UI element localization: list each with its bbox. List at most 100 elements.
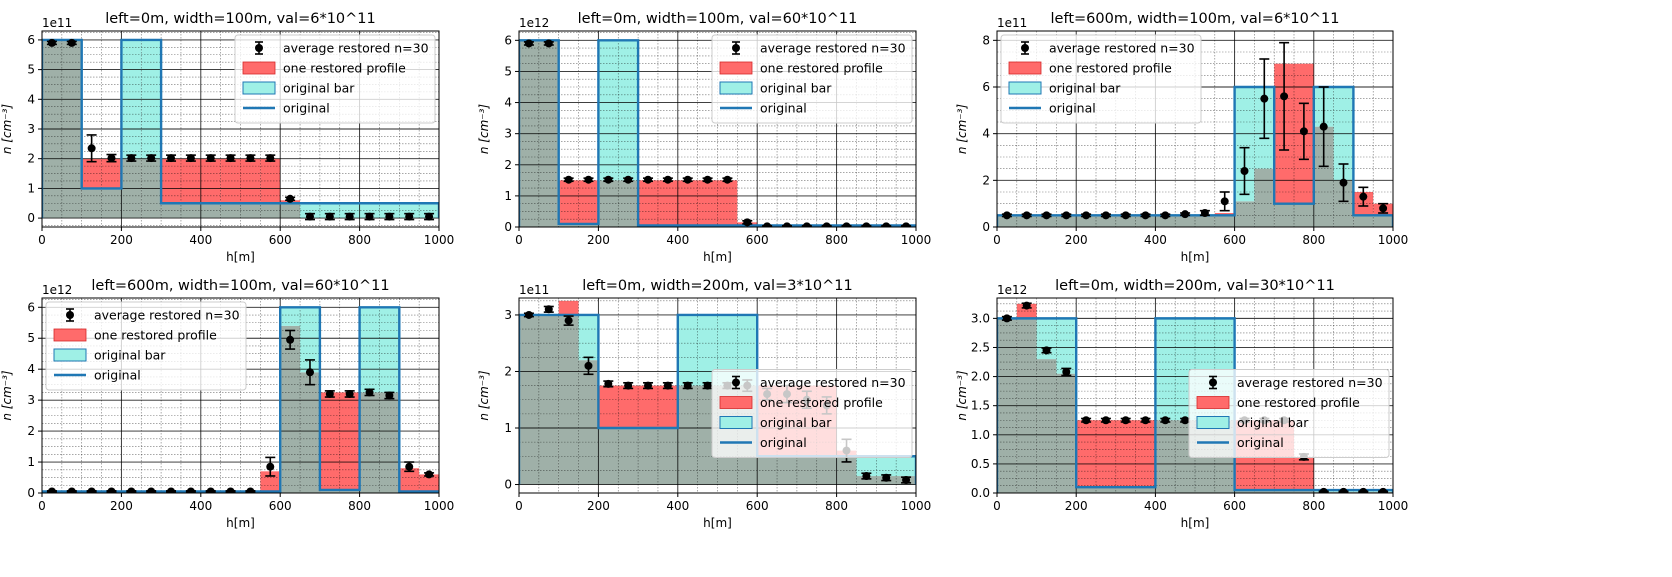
data-point [1062,211,1071,220]
y-tick-label: 0 [504,220,512,234]
legend-label: one restored profile [760,395,883,410]
data-point [802,222,811,227]
y-tick-label: 5 [27,331,35,345]
data-point [167,154,176,163]
legend-box [711,34,913,124]
chart-panel-2: 0 200 400 600 800 1000 0 1 2 3 4 5 6 left=0m, width=1… [477,11,931,264]
data-point [425,212,434,221]
data-point [1319,487,1328,493]
chart-title: left=0m, width=200m, val=3*10^11 [582,278,853,294]
y-tick-label: 2.0 [971,370,990,384]
original-bar [1036,318,1057,360]
data-point [524,310,533,319]
data-point [67,487,76,493]
x-tick-label: 600 [1223,233,1246,247]
axes-frame [41,297,440,494]
x-tick-label: 800 [825,499,848,513]
x-tick-label: 200 [110,499,133,513]
y-tick-label: 0 [27,486,35,500]
data-point [365,388,374,397]
x-tick-label: 800 [348,233,371,247]
x-tick-label: 400 [189,233,212,247]
axes-frame [518,30,917,228]
data-point [584,361,593,370]
legend-label: one restored profile [283,61,406,76]
overlap-bar [180,203,201,219]
y-axis-label: n [cm⁻³] [0,104,14,155]
x-tick-label: 0 [515,233,523,247]
plot-area [519,31,916,227]
data-point [564,316,573,325]
x-tick-label: 1000 [1378,233,1409,247]
y-tick-label: 1.0 [971,428,990,442]
data-point [1339,487,1348,493]
restored-bar [558,300,579,315]
data-point [902,222,911,227]
plot-area [42,298,439,493]
legend-label: one restored profile [760,61,883,76]
x-axis-label: h[m] [226,250,255,264]
data-point [1161,416,1170,425]
chart-panel-5: 0 200 400 600 800 1000 0 1 2 3 left=0m, width=200m… [477,278,931,530]
y-tick-label: 2 [504,158,512,172]
x-tick-label: 1000 [901,499,932,513]
data-point [107,487,116,493]
legend-label: original bar [1049,81,1121,96]
y-axis-label: n [cm⁻³] [955,370,969,421]
original-line [997,317,1393,493]
y-axis-label: n [cm⁻³] [477,370,491,421]
data-point [683,381,692,390]
overlap-bar [1036,359,1057,493]
axes-frame [996,297,1394,494]
data-point [47,487,56,493]
legend-label: original [1049,101,1096,116]
data-point [67,38,76,47]
restored-bar [638,180,738,226]
y-tick-label: 4 [27,92,35,106]
y-tick-label: 4 [27,362,35,376]
original-bar [1234,87,1255,202]
x-tick-label: 1000 [424,499,455,513]
legend-label: original bar [760,81,832,96]
legend-label: one restored profile [1237,395,1360,410]
data-point [365,212,374,221]
y-axis-label: n [cm⁻³] [955,104,969,155]
x-tick-label: 1000 [1378,499,1409,513]
data-point [186,154,195,163]
overlap-bar [578,360,599,485]
legend-point-icon [1209,378,1217,387]
x-tick-label: 0 [993,233,1001,247]
y-tick-label: 1 [27,181,35,195]
x-tick-label: 600 [746,499,769,513]
legend-restored-swatch [719,396,753,409]
overlap-bar [1234,201,1255,227]
data-point [564,175,573,184]
legend-original-bar-swatch [53,348,87,362]
x-tick-label: 800 [1302,499,1325,513]
legend-label: original bar [1237,415,1309,430]
data-point [345,212,354,221]
legend-point-icon [732,378,740,387]
legend-point-icon [66,311,74,319]
data-point [624,175,633,184]
legend: average restored n=30 one restored profil… [234,34,436,124]
data-point [882,222,891,227]
legend-original-bar-swatch [242,81,276,95]
x-tick-label: 600 [269,499,292,513]
chart-panel-3: 0 200 400 600 800 1000 0 2 4 6 8 left=600m, width=1… [955,11,1408,264]
data-point [663,175,672,184]
original-line [42,38,439,219]
x-tick-label: 400 [666,233,689,247]
data-point [1379,204,1388,213]
legend-box [711,369,913,458]
data-point [266,462,275,471]
legend-label: average restored n=30 [94,308,240,323]
overlap-bar [1353,215,1374,227]
data-point [206,154,215,163]
data-point [663,381,672,390]
overlap-bar [558,223,599,227]
data-point [186,487,195,493]
data-point [1359,487,1368,493]
legend-point-icon [1021,44,1029,52]
